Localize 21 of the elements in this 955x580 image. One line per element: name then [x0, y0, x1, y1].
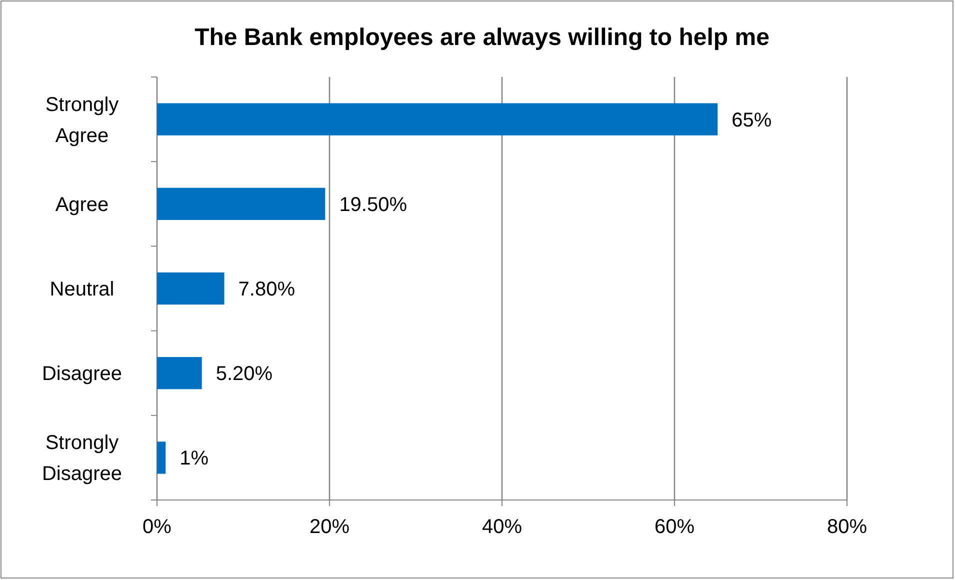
x-tick-label: 80% [826, 516, 868, 538]
x-tick-label: 60% [654, 516, 695, 538]
x-tick-label: 20% [309, 516, 350, 538]
bar [157, 357, 202, 390]
x-tick-label: 0% [142, 516, 172, 538]
data-label: 65% [732, 109, 772, 132]
data-label: 7.80% [238, 278, 296, 300]
data-label: 5.20% [216, 363, 273, 386]
bar [157, 188, 326, 220]
bar [157, 103, 718, 136]
data-label: 19.50% [339, 194, 408, 216]
y-tick-label: Disagree [42, 363, 122, 386]
y-tick-label: Agree [55, 194, 109, 216]
x-tick-label: 40% [482, 516, 522, 538]
y-tick-label: Strongly Disagree [42, 432, 122, 486]
y-tick-label: Neutral [50, 278, 114, 300]
data-label: 1% [180, 448, 209, 470]
bar [157, 442, 166, 474]
y-tick-label: Strongly Agree [45, 94, 119, 147]
bar [157, 272, 224, 305]
chart-title: The Bank employees are always willing to help me [194, 24, 770, 51]
